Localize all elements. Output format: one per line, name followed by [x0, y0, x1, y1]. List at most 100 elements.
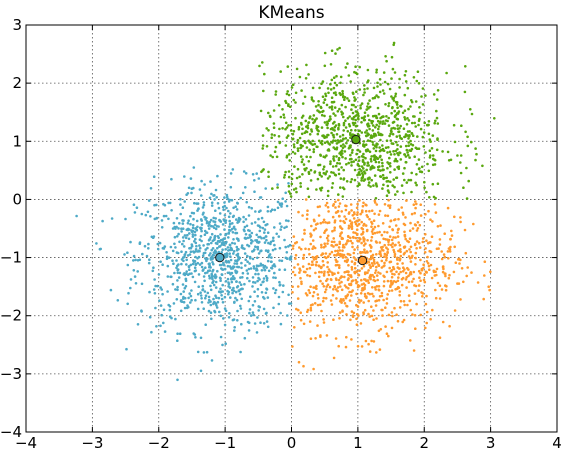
scatter-point [145, 254, 149, 258]
scatter-point [269, 115, 272, 119]
scatter-point [435, 109, 438, 113]
scatter-point [129, 240, 132, 244]
scatter-point [293, 165, 296, 168]
scatter-point [248, 262, 251, 265]
scatter-point [264, 249, 268, 252]
scatter-point [417, 269, 421, 273]
scatter-point [363, 91, 366, 94]
scatter-point [259, 283, 263, 287]
scatter-point [300, 160, 304, 164]
scatter-point [272, 236, 275, 240]
scatter-point [285, 204, 289, 208]
scatter-point [263, 241, 267, 244]
scatter-point [210, 272, 213, 276]
scatter-point [381, 89, 385, 92]
scatter-point [387, 334, 390, 338]
scatter-point [194, 227, 197, 230]
scatter-point [183, 296, 187, 300]
scatter-point [252, 267, 256, 270]
scatter-point [354, 278, 358, 282]
x-tick-label: 4 [552, 434, 562, 452]
scatter-point [409, 250, 413, 254]
scatter-point [326, 270, 330, 274]
scatter-point [398, 243, 402, 247]
scatter-point [182, 245, 186, 248]
scatter-point [362, 236, 365, 239]
scatter-point [358, 199, 361, 202]
scatter-point [207, 227, 211, 230]
scatter-point [184, 284, 188, 288]
scatter-point [262, 307, 266, 311]
scatter-point [321, 221, 325, 224]
scatter-point [385, 139, 389, 142]
scatter-point [189, 301, 192, 304]
scatter-point [352, 217, 356, 220]
scatter-point [262, 236, 266, 240]
scatter-point [272, 122, 276, 125]
scatter-point [230, 271, 234, 275]
scatter-point [351, 241, 354, 245]
scatter-point [233, 242, 237, 245]
scatter-point [271, 187, 274, 190]
scatter-point [267, 175, 270, 178]
scatter-point [450, 229, 453, 233]
scatter-point [314, 255, 317, 259]
scatter-point [353, 262, 357, 266]
scatter-point [219, 287, 222, 291]
scatter-point [330, 96, 334, 99]
scatter-point [232, 252, 235, 255]
scatter-point [403, 118, 407, 121]
scatter-point [229, 255, 232, 258]
scatter-point [188, 232, 191, 235]
scatter-point [397, 130, 401, 133]
scatter-point [270, 208, 274, 211]
scatter-point [335, 133, 339, 136]
scatter-point [415, 173, 418, 176]
scatter-point [362, 152, 365, 156]
scatter-point [340, 166, 343, 169]
scatter-point [419, 313, 423, 317]
scatter-point [396, 231, 399, 234]
scatter-point [277, 302, 281, 306]
scatter-point [403, 73, 407, 77]
scatter-point [158, 241, 162, 245]
scatter-point [326, 221, 329, 225]
scatter-point [366, 228, 369, 232]
scatter-point [301, 127, 304, 131]
scatter-point [284, 144, 288, 147]
scatter-point [339, 285, 342, 288]
scatter-point [337, 246, 341, 249]
scatter-point [254, 210, 257, 213]
scatter-point [241, 246, 245, 250]
scatter-point [330, 250, 334, 254]
scatter-point [376, 143, 379, 146]
scatter-point [470, 140, 473, 144]
scatter-point [428, 268, 431, 272]
scatter-point [291, 247, 295, 250]
scatter-point [223, 307, 227, 310]
scatter-point [466, 135, 469, 139]
scatter-point [315, 260, 319, 264]
scatter-point [364, 209, 368, 213]
scatter-point [216, 269, 219, 273]
scatter-point [236, 202, 239, 205]
scatter-point [355, 228, 359, 231]
scatter-point [487, 285, 491, 289]
scatter-point [453, 245, 457, 249]
scatter-point [272, 287, 275, 290]
scatter-point [279, 70, 283, 73]
scatter-point [338, 107, 341, 111]
scatter-point [438, 284, 442, 288]
scatter-point [391, 245, 394, 249]
scatter-point [397, 286, 401, 290]
scatter-point [264, 235, 268, 238]
scatter-point [405, 276, 409, 279]
scatter-point [370, 254, 373, 258]
scatter-point [238, 281, 241, 284]
scatter-point [388, 260, 392, 264]
scatter-point [179, 299, 183, 302]
scatter-point [216, 174, 219, 178]
scatter-point [255, 172, 258, 175]
scatter-point [412, 277, 415, 281]
scatter-point [382, 149, 386, 152]
